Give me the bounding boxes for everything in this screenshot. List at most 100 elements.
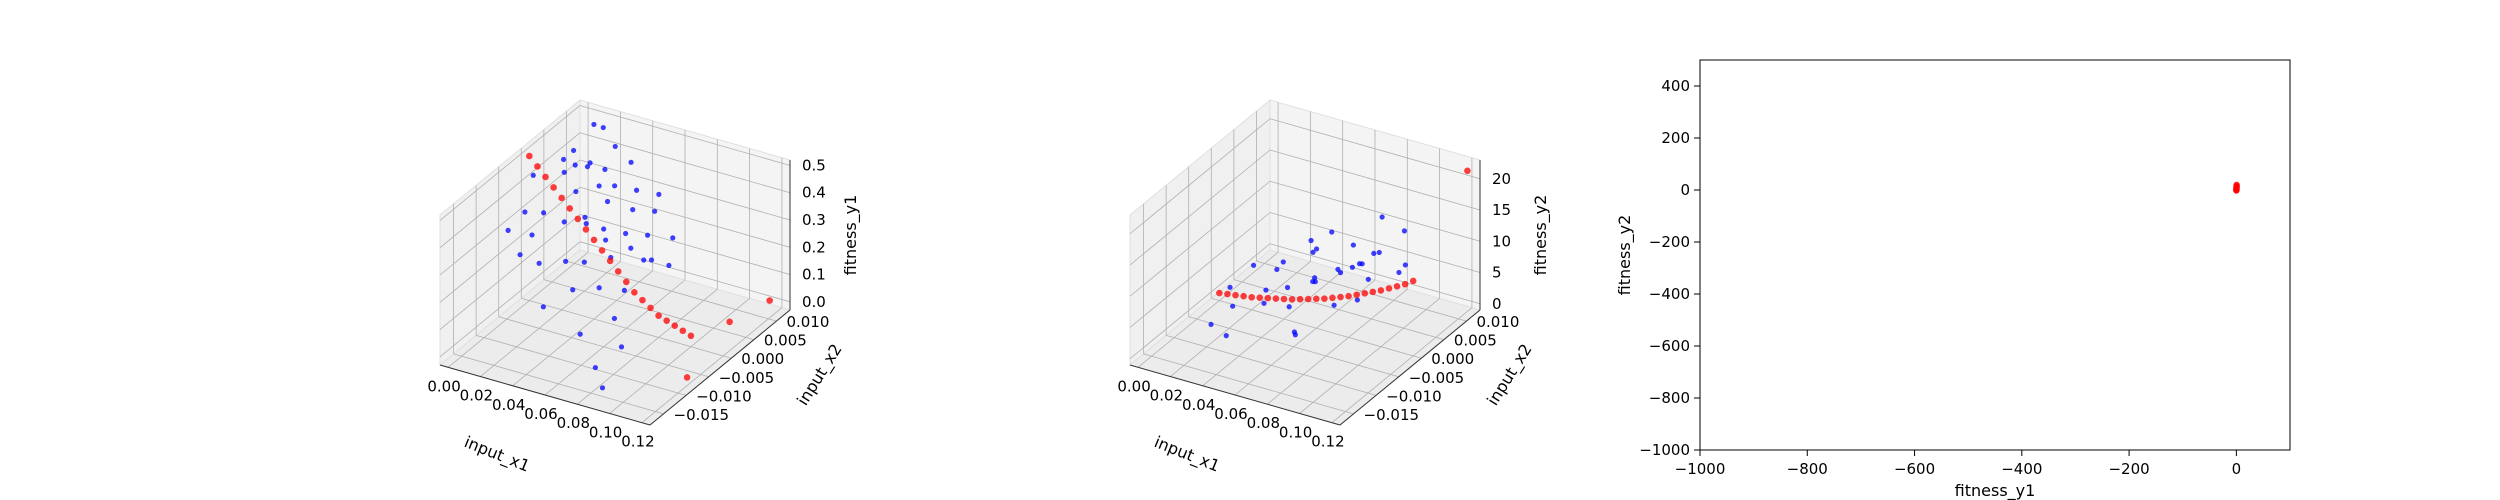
x-tick-label: 0 — [2232, 460, 2242, 478]
data-point — [1337, 293, 1344, 301]
x-tick-label: −800 — [1787, 460, 1828, 478]
data-point — [1393, 283, 1401, 290]
data-point — [644, 232, 651, 238]
data-point — [1377, 287, 1385, 294]
z-tick-label: 0.5 — [802, 156, 826, 174]
data-point — [633, 187, 640, 193]
data-point — [529, 232, 535, 238]
y-tick-label: −0.010 — [1386, 387, 1442, 405]
data-point — [1288, 296, 1296, 303]
data-point — [1376, 249, 1382, 256]
data-point — [766, 297, 773, 304]
data-point — [1361, 290, 1369, 297]
y-tick-label: −0.015 — [674, 406, 730, 424]
data-point — [542, 173, 549, 181]
data-point — [1310, 249, 1316, 255]
y-gridline — [566, 260, 777, 322]
z-gridline — [1129, 180, 1271, 297]
y-tick-label: 400 — [1661, 77, 1690, 95]
x-tick-label: −600 — [1894, 460, 1935, 478]
data-point — [670, 235, 676, 241]
y-tick-label: −800 — [1649, 389, 1690, 407]
data-point — [1402, 262, 1408, 268]
data-point — [1240, 292, 1247, 300]
data-point — [561, 219, 567, 225]
y-tick-label: −400 — [1649, 285, 1690, 303]
data-point — [1274, 266, 1280, 273]
z-tick-label: 0.2 — [802, 238, 826, 256]
x-gridline — [1202, 270, 1343, 387]
data-point — [536, 260, 542, 266]
data-point — [600, 124, 606, 131]
z-tick-label: 5 — [1492, 264, 1502, 282]
data-point — [1321, 295, 1328, 302]
z-gridline — [579, 241, 791, 303]
data-point — [606, 257, 614, 265]
x-tick-label: −400 — [2001, 460, 2042, 478]
data-point — [602, 166, 608, 172]
x-gridline — [512, 270, 653, 387]
data-point — [1359, 261, 1365, 267]
x-tick-label: 0.10 — [1279, 423, 1312, 441]
y-gridline — [1211, 297, 1422, 359]
data-point — [573, 188, 579, 195]
z-gridline — [579, 186, 791, 248]
y-tick-label: −200 — [1649, 233, 1690, 251]
y-tick-label: 0.000 — [1431, 350, 1474, 368]
data-point — [505, 227, 511, 233]
x-tick-label: 0.04 — [492, 396, 525, 414]
data-point — [541, 210, 547, 216]
z-gridline — [579, 105, 791, 166]
x-axis-line — [439, 364, 651, 426]
x-axis-line — [1129, 364, 1341, 426]
z-axis-label: fitness_y1 — [841, 195, 861, 276]
data-point — [1296, 295, 1304, 303]
y-tick-label: 0.010 — [786, 313, 829, 331]
data-point — [587, 160, 593, 166]
data-point — [1401, 228, 1408, 234]
z-gridline — [1269, 118, 1481, 180]
data-point — [570, 147, 577, 154]
data-point — [596, 183, 602, 189]
data-point — [648, 257, 655, 263]
data-point — [622, 278, 630, 286]
data-point — [1353, 291, 1360, 299]
data-point — [596, 285, 602, 291]
y-gridline — [521, 297, 732, 359]
data-point — [550, 184, 557, 191]
z-tick-label: 0 — [1492, 295, 1502, 313]
data-point — [663, 317, 670, 324]
data-point — [1216, 289, 1223, 297]
x-tick-label: 0.00 — [427, 377, 460, 395]
y-tick-label: 0.005 — [1454, 332, 1497, 350]
x-gridline — [447, 251, 589, 368]
y-gridline — [476, 334, 687, 396]
x-gridline — [609, 298, 750, 414]
data-point — [603, 237, 609, 243]
y-gridline — [1143, 353, 1354, 415]
data-point — [558, 194, 565, 202]
x-tick-label: −1000 — [1675, 460, 1726, 478]
data-point — [1286, 304, 1292, 310]
y-tick-label: −0.005 — [1409, 369, 1465, 387]
z-gridline — [439, 186, 581, 303]
y-tick-label: −0.005 — [719, 369, 775, 387]
data-point — [652, 208, 658, 214]
data-point — [687, 332, 695, 340]
z-gridline — [1129, 118, 1271, 235]
data-point — [683, 374, 691, 381]
y-axis-line — [1339, 309, 1481, 426]
data-point — [623, 230, 629, 237]
data-point — [560, 156, 567, 163]
chart-3-2d-scatter: −1000 −800 −600 −400 −200 0 −1000 −800 −600 −400 −… — [1615, 59, 2291, 500]
data-point — [1304, 295, 1312, 303]
x-gridline — [480, 261, 621, 377]
z-tick-label: 10 — [1492, 232, 1511, 250]
data-point — [530, 172, 536, 178]
data-point — [1291, 329, 1298, 335]
x-axis-label: fitness_y1 — [1955, 481, 2036, 500]
data-point — [582, 214, 588, 220]
data-point — [1272, 295, 1280, 302]
z-gridline — [439, 214, 581, 330]
